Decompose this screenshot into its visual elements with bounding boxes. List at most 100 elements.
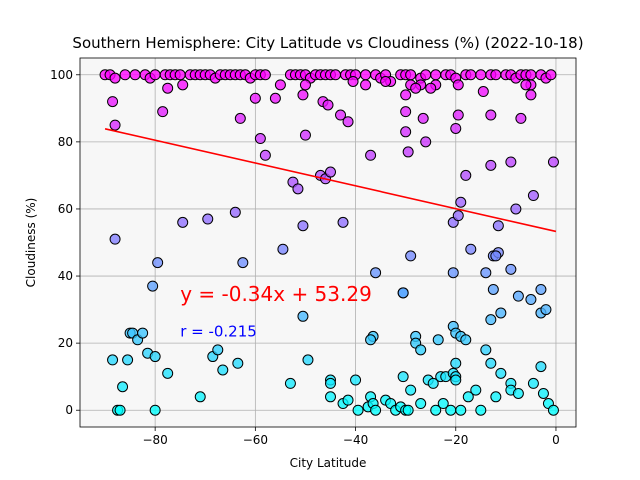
data-point [370, 267, 382, 279]
data-point [350, 374, 362, 386]
y-axis-label: Cloudiness (%) [24, 198, 38, 288]
data-point [194, 391, 206, 403]
data-point [147, 280, 159, 292]
data-point [547, 156, 559, 168]
data-point [277, 243, 289, 255]
data-point [322, 99, 334, 111]
data-point [380, 75, 392, 87]
data-point [325, 377, 337, 389]
data-point [512, 290, 524, 302]
data-point [237, 257, 249, 269]
data-point [174, 69, 186, 81]
data-point [527, 190, 539, 202]
data-point [249, 92, 261, 104]
data-point [490, 250, 502, 262]
data-point [397, 371, 409, 383]
data-point [430, 404, 442, 416]
data-point [402, 404, 414, 416]
data-point [299, 79, 311, 91]
data-point [512, 387, 524, 399]
x-tick-label: −20 [443, 433, 468, 447]
data-point [400, 126, 412, 138]
data-point [485, 159, 497, 171]
x-tick-label: −80 [142, 433, 167, 447]
data-point [545, 69, 557, 81]
data-point [297, 89, 309, 101]
data-point [274, 79, 286, 91]
data-point [405, 69, 417, 81]
data-point [452, 210, 464, 222]
data-point [505, 156, 517, 168]
data-point [229, 206, 241, 218]
data-point [157, 106, 169, 118]
data-point [465, 69, 477, 81]
data-point [520, 79, 532, 91]
x-tick-label: −40 [343, 433, 368, 447]
data-point [525, 69, 537, 81]
data-point [109, 72, 121, 84]
data-point [425, 82, 437, 94]
data-point [475, 69, 487, 81]
data-point [417, 112, 429, 124]
data-point [212, 344, 224, 356]
data-point [117, 381, 129, 393]
data-point [485, 314, 497, 326]
data-point [450, 374, 462, 386]
data-point [177, 216, 189, 228]
data-point [480, 267, 492, 279]
data-point [325, 166, 337, 178]
data-point [107, 354, 119, 366]
data-point [455, 404, 467, 416]
data-point [495, 367, 507, 379]
y-tick-label: 60 [58, 202, 73, 216]
data-point [299, 129, 311, 141]
data-point [490, 69, 502, 81]
scatter-points [99, 69, 559, 416]
data-point [415, 344, 427, 356]
data-point [284, 377, 296, 389]
x-tick-label: 0 [552, 433, 560, 447]
data-point [397, 287, 409, 299]
data-point [254, 133, 266, 145]
data-point [400, 106, 412, 118]
data-point [337, 216, 349, 228]
chart-title: Southern Hemisphere: City Latitude vs Cl… [72, 34, 583, 52]
data-point [360, 79, 372, 91]
data-point [490, 391, 502, 403]
data-point [402, 146, 414, 158]
data-point [525, 294, 537, 306]
data-point [452, 109, 464, 121]
data-point [297, 310, 309, 322]
x-axis-ticks: −80 −60 −40 −20 0 [142, 427, 560, 447]
data-point [547, 404, 559, 416]
data-point [119, 69, 131, 81]
data-point [527, 377, 539, 389]
data-point [302, 354, 314, 366]
data-point [232, 357, 244, 369]
y-tick-label: 0 [65, 403, 73, 417]
data-point [510, 203, 522, 215]
y-axis-ticks: 0 20 40 60 80 100 [50, 68, 80, 417]
data-point [475, 404, 487, 416]
data-point [370, 404, 382, 416]
data-point [485, 357, 497, 369]
plot-frame [79, 57, 577, 428]
x-axis-label: City Latitude [290, 456, 367, 470]
data-point [330, 69, 342, 81]
data-point [465, 243, 477, 255]
data-point [137, 327, 149, 339]
data-point [114, 404, 126, 416]
data-point [540, 304, 552, 316]
data-point [515, 112, 527, 124]
data-point [217, 364, 229, 376]
y-tick-label: 20 [58, 336, 73, 350]
data-point [365, 149, 377, 161]
data-point [342, 394, 354, 406]
data-point [487, 283, 499, 295]
data-point [450, 357, 462, 369]
data-point [455, 196, 467, 208]
data-point [297, 220, 309, 232]
regression-line [104, 128, 557, 233]
data-point [445, 404, 457, 416]
